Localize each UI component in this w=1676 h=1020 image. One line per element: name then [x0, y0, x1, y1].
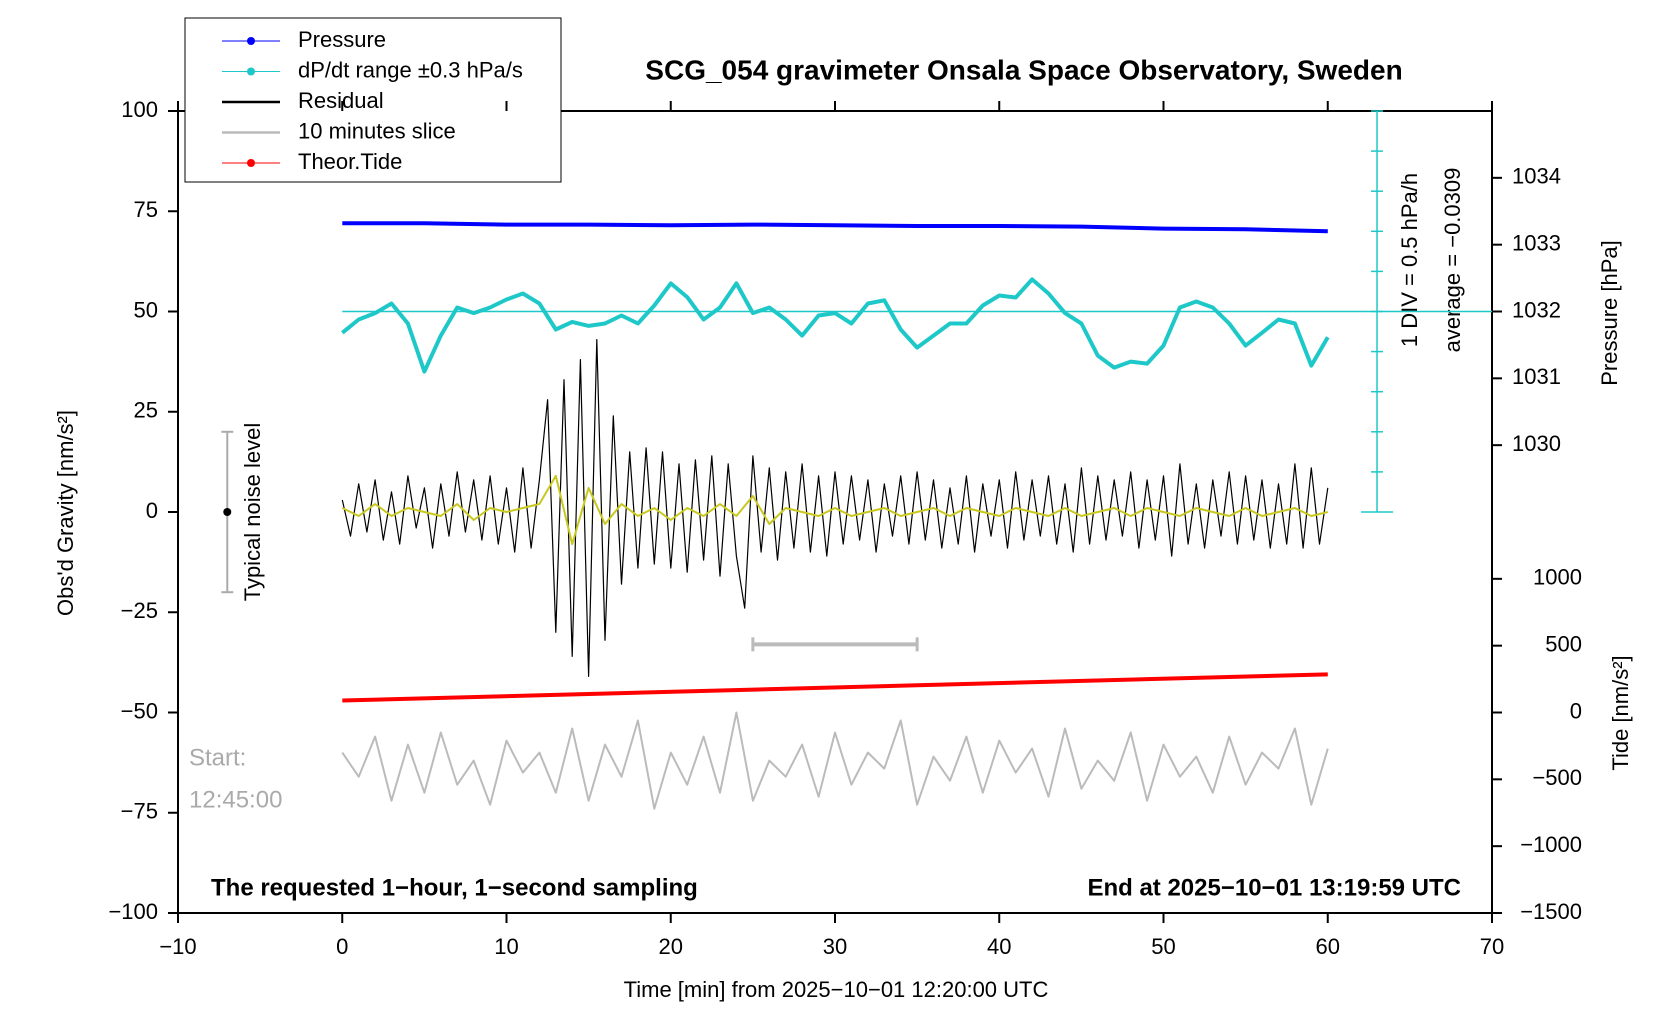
noise-bar-center — [223, 508, 232, 516]
series-line — [341, 711, 1329, 810]
x-tick-label: 30 — [823, 934, 847, 959]
y-tick-label: −75 — [121, 799, 158, 824]
y-tick-label: −100 — [108, 899, 158, 924]
y3-tick-label: −1500 — [1520, 899, 1582, 924]
footer-right: End at 2025−10−01 13:19:59 UTC — [1087, 874, 1461, 901]
x-tick-label: 0 — [336, 934, 348, 959]
y3-axis-label: Tide [nm/s²] — [1608, 655, 1633, 770]
legend-marker — [247, 37, 255, 45]
series-line — [342, 221, 1328, 234]
x-tick-label: 70 — [1480, 934, 1504, 959]
y2-tick-label: 1030 — [1512, 431, 1561, 456]
y3-tick-label: 1000 — [1533, 565, 1582, 590]
y-tick-label: −25 — [121, 598, 158, 623]
legend-marker — [247, 67, 255, 76]
chart-title: SCG_054 gravimeter Onsala Space Observat… — [645, 54, 1402, 85]
legend-label: 10 minutes slice — [298, 118, 456, 143]
y2-tick-label: 1032 — [1512, 297, 1561, 322]
y3-tick-label: −500 — [1532, 765, 1582, 790]
x-tick-label: 20 — [659, 934, 683, 959]
legend-label: Pressure — [298, 27, 386, 52]
x-axis-label: Time [min] from 2025−10−01 12:20:00 UTC — [624, 977, 1049, 1002]
y3-tick-label: −1000 — [1520, 832, 1582, 857]
legend-label: Theor.Tide — [298, 149, 402, 174]
y-axis-label: Obs'd Gravity [nm/s²] — [53, 410, 78, 616]
x-tick-label: 60 — [1316, 934, 1340, 959]
noise-label: Typical noise level — [240, 423, 265, 602]
y2-tick-label: 1034 — [1512, 164, 1561, 189]
series-line — [341, 339, 1329, 677]
y-tick-label: 50 — [134, 297, 158, 322]
y-tick-label: 75 — [134, 197, 158, 222]
y2-tick-label: 1033 — [1512, 230, 1561, 255]
y2-tick-label: 1031 — [1512, 364, 1561, 389]
y3-tick-label: 0 — [1570, 698, 1582, 723]
annotation: 1 DIV = 0.5 hPa/h — [1397, 173, 1422, 347]
series-line — [342, 672, 1328, 703]
y3-tick-label: 500 — [1545, 631, 1582, 656]
legend-label: dP/dt range ±0.3 hPa/s — [298, 57, 523, 82]
legend-label: Residual — [298, 88, 384, 113]
start-label: Start: — [189, 744, 246, 771]
x-tick-label: 40 — [987, 934, 1011, 959]
series-line — [341, 474, 1329, 546]
y-tick-label: 100 — [121, 97, 158, 122]
legend-marker — [247, 159, 255, 167]
y-tick-label: −50 — [121, 698, 158, 723]
start-label: 12:45:00 — [189, 786, 282, 813]
series-line — [341, 277, 1330, 374]
y-tick-label: 25 — [134, 398, 158, 423]
x-tick-label: 10 — [494, 934, 518, 959]
y2-axis-label: Pressure [hPa] — [1597, 240, 1622, 386]
annotation: average = −0.0309 — [1440, 168, 1465, 353]
y-tick-label: 0 — [146, 498, 158, 523]
x-tick-label: −10 — [159, 934, 196, 959]
legend-box — [184, 17, 562, 183]
x-tick-label: 50 — [1151, 934, 1175, 959]
footer-left: The requested 1−hour, 1−second sampling — [211, 874, 698, 901]
